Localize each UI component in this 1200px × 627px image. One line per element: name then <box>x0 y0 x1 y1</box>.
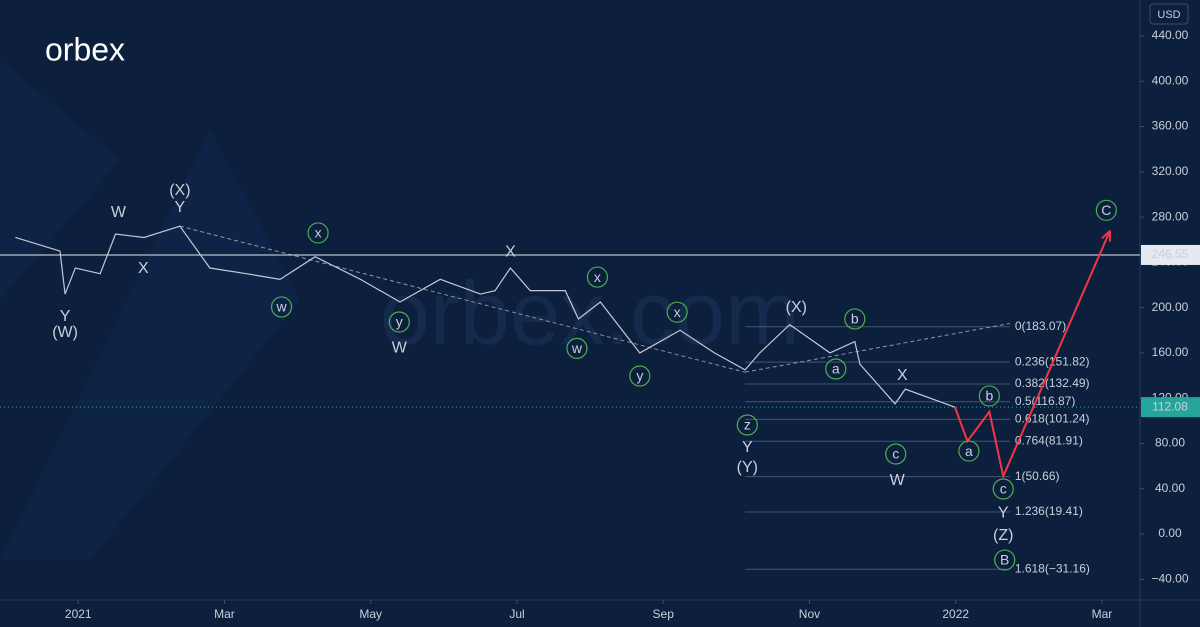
price-label-box <box>1141 244 1200 265</box>
wave-circle <box>586 266 609 288</box>
wave-circle <box>958 440 980 462</box>
wave-circle <box>388 311 410 333</box>
fib-label: 1.618(−31.16) <box>1015 561 1090 575</box>
wave-circle <box>270 296 293 318</box>
y-tick-label: 400.00 <box>1152 73 1189 87</box>
wave-label: c <box>1000 481 1007 497</box>
y-tick-label: −40.00 <box>1151 571 1188 585</box>
wave-label: (Y) <box>737 459 758 476</box>
wave-label: z <box>744 417 751 433</box>
fib-label: 0.618(101.24) <box>1015 412 1090 426</box>
wave-label: y <box>396 314 403 330</box>
wave-label: b <box>851 311 859 327</box>
watermark: orbex.com <box>380 264 800 364</box>
background-shape <box>0 60 300 560</box>
wave-label: (Z) <box>993 527 1013 544</box>
wave-circle <box>885 443 907 465</box>
wave-label: b <box>985 388 993 404</box>
y-tick-label: 200.00 <box>1152 300 1189 314</box>
price-label-box <box>1141 397 1200 418</box>
x-tick-label: 2021 <box>65 607 92 621</box>
wave-label: c <box>892 446 899 462</box>
wave-label: W <box>111 204 127 221</box>
fib-label: 0.5(116.87) <box>1015 394 1075 408</box>
wave-label: Y <box>175 199 186 216</box>
wave-circle <box>666 301 688 323</box>
y-tick-label: 0.00 <box>1158 526 1182 540</box>
wave-label: Y <box>998 504 1009 521</box>
wave-label: a <box>832 361 840 377</box>
wave-label: (X) <box>169 182 190 199</box>
x-tick-label: May <box>359 607 382 621</box>
y-tick-label: 160.00 <box>1152 345 1189 359</box>
wave-label: a <box>965 443 973 459</box>
trendline <box>745 322 1010 373</box>
x-tick-label: Jul <box>509 607 524 621</box>
wave-label: W <box>392 339 408 356</box>
fib-label: 0.764(81.91) <box>1015 433 1083 447</box>
wave-circle <box>307 222 329 244</box>
fib-label: 0.382(132.49) <box>1015 376 1090 390</box>
y-tick-label: 280.00 <box>1152 209 1189 223</box>
wave-label: w <box>275 299 287 315</box>
currency: USD <box>1157 9 1180 21</box>
x-tick-label: 2022 <box>942 607 969 621</box>
fib-label: 1(50.66) <box>1015 469 1060 483</box>
wave-label: Y <box>60 308 71 325</box>
wave-circle <box>629 365 651 387</box>
wave-label: x <box>594 269 601 285</box>
wave-label: X <box>505 243 516 260</box>
wave-circle <box>994 549 1016 571</box>
wave-label: y <box>636 368 643 384</box>
wave-label: w <box>571 340 583 356</box>
trendline <box>179 225 746 373</box>
wave-circle <box>825 358 847 380</box>
y-tick-label: 80.00 <box>1155 436 1185 450</box>
wave-label: X <box>897 367 908 384</box>
wave-label: x <box>315 225 322 241</box>
series-line <box>954 230 1111 480</box>
wave-label: C <box>1101 202 1111 218</box>
wave-circle <box>992 478 1014 500</box>
wave-circle <box>566 337 588 359</box>
wave-label: x <box>674 304 681 320</box>
x-tick-label: Mar <box>1092 607 1113 621</box>
series-line <box>15 225 956 408</box>
y-tick-label: 40.00 <box>1155 481 1185 495</box>
x-tick-label: Sep <box>653 607 675 621</box>
y-tick-label: 360.00 <box>1152 119 1189 133</box>
wave-label: W <box>890 472 906 489</box>
wave-circle <box>978 385 1000 407</box>
arrow-head <box>1101 229 1112 242</box>
y-tick-label: 440.00 <box>1152 28 1189 42</box>
wave-circle <box>1095 199 1117 221</box>
x-tick-label: Mar <box>214 607 235 621</box>
wave-label: X <box>138 260 149 277</box>
wave-circle <box>736 414 758 436</box>
fib-label: 0(183.07) <box>1015 319 1066 333</box>
x-tick-label: Nov <box>799 607 820 621</box>
price-label: 112.08 <box>1152 399 1188 413</box>
currency-box <box>1149 3 1189 25</box>
wave-label: (W) <box>52 324 78 341</box>
logo: orbex <box>45 31 125 67</box>
wave-label: Y <box>742 439 753 456</box>
fib-label: 1.236(19.41) <box>1015 504 1083 518</box>
price-label: 246.55 <box>1152 247 1189 261</box>
y-tick-label: 320.00 <box>1152 164 1189 178</box>
wave-label: (X) <box>786 299 807 316</box>
wave-circle <box>844 308 866 330</box>
wave-label: B <box>1000 552 1009 568</box>
